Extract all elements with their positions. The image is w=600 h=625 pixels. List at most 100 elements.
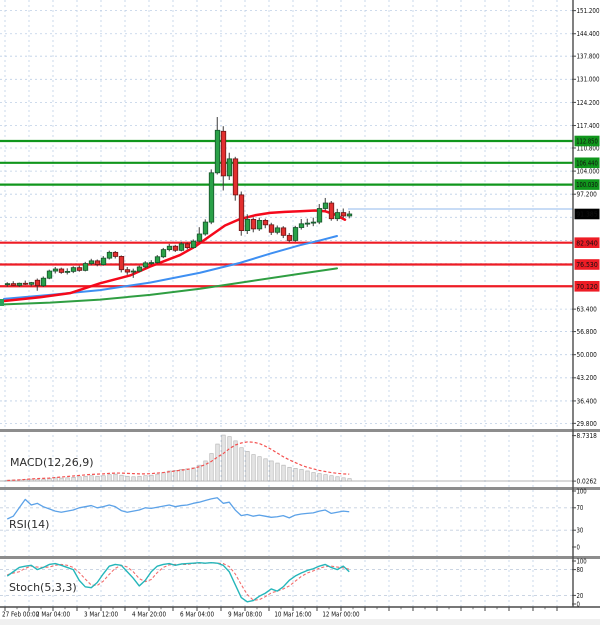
macd-bar xyxy=(215,443,220,482)
support-badge-bg xyxy=(574,259,600,270)
candle-body xyxy=(334,212,341,220)
macd-panel xyxy=(0,434,573,482)
stoch-indicator-label: Stoch(5,3,3) xyxy=(9,581,77,594)
macd-axis-label: 8.7318 xyxy=(577,432,597,440)
macd-signal-line xyxy=(7,441,350,482)
candle-body xyxy=(274,227,281,233)
macd-bar xyxy=(233,440,238,482)
macd-bar xyxy=(29,478,34,482)
macd-bar xyxy=(239,447,244,482)
macd-bar xyxy=(341,477,346,482)
support-badge-text: 82.940 xyxy=(576,239,598,247)
candle-body xyxy=(124,269,131,273)
macd-bar xyxy=(263,458,268,482)
price-tick-label: 63.400 xyxy=(577,306,597,314)
resistance-badge-bg xyxy=(574,157,600,169)
candle-body xyxy=(256,219,263,230)
resistance-badge-text: 112.850 xyxy=(576,138,598,146)
candle-body xyxy=(160,249,167,258)
resistance-badge: 100.030 xyxy=(574,179,600,190)
candle-body xyxy=(196,233,203,242)
current-price-badge-bg xyxy=(574,208,600,220)
macd-bar xyxy=(227,436,232,482)
candle-body xyxy=(100,257,107,265)
candle-body xyxy=(328,202,335,220)
resistance-badge-bg xyxy=(574,135,600,147)
candle-body xyxy=(40,277,47,287)
macd-bar xyxy=(95,475,100,482)
macd-bar xyxy=(65,477,70,482)
candle-body xyxy=(28,282,35,285)
stoch-panel xyxy=(0,562,573,603)
macd-bar xyxy=(131,476,136,482)
candle-body xyxy=(166,245,173,251)
macd-bar xyxy=(347,478,352,482)
rsi-axis-label: 100 xyxy=(577,487,587,495)
candle-body xyxy=(130,270,137,273)
macd-bar xyxy=(311,472,316,482)
time-axis: 27 Feb 00:002 Mar 04:00 3 Mar 12:00 4 Mar … xyxy=(2,607,558,619)
candle-body xyxy=(16,282,23,286)
macd-bar xyxy=(251,454,256,482)
candle-body xyxy=(34,279,41,287)
panel-separator xyxy=(0,487,600,490)
candle-body xyxy=(46,270,53,279)
candle-body xyxy=(250,218,257,230)
time-label: 12 Mar 00:00 xyxy=(322,611,359,619)
resistance-badge: 106.440 xyxy=(574,157,600,169)
macd-bar xyxy=(299,469,304,482)
price-tick-label: 144.400 xyxy=(577,30,600,38)
candle-body xyxy=(316,208,323,223)
macd-bar xyxy=(53,477,58,482)
candle-body xyxy=(58,268,65,273)
price-tick-label: 110.800 xyxy=(577,144,600,152)
macd-bar xyxy=(167,470,172,482)
macd-bar xyxy=(83,475,88,482)
macd-axis-label: 0.0262 xyxy=(577,478,597,486)
macd-bar xyxy=(71,477,76,482)
time-label: 4 Mar 20:00 xyxy=(132,611,166,619)
macd-bar xyxy=(221,434,226,482)
macd-bar xyxy=(89,475,94,482)
price-tick-label: 104.000 xyxy=(577,167,600,175)
candles-layer xyxy=(4,117,353,291)
price-tick-label: 137.800 xyxy=(577,53,600,61)
rsi-axis-label: 0 xyxy=(577,543,580,551)
macd-bar xyxy=(269,460,274,482)
macd-bar xyxy=(23,479,28,482)
candle-body xyxy=(322,202,329,209)
price-tick-label: 43.200 xyxy=(577,374,597,382)
macd-indicator-label: MACD(12,26,9) xyxy=(10,456,94,469)
candle-body xyxy=(106,251,113,259)
price-axis: 151.200 144.400 137.800 131.000 124.200 117.4… xyxy=(572,7,600,608)
candle-body xyxy=(190,240,197,248)
macd-bar xyxy=(149,474,154,482)
candle-body xyxy=(214,129,221,174)
rsi-axis-label: 30 xyxy=(577,527,584,535)
current-price-badge-text: 91.385 xyxy=(576,211,598,219)
candle-body xyxy=(226,158,233,177)
rsi-axis-label: 70 xyxy=(577,504,584,512)
time-label: 9 Mar 08:00 xyxy=(228,611,262,619)
macd-bar xyxy=(245,451,250,482)
candle-body xyxy=(262,219,269,226)
macd-bar xyxy=(329,475,334,482)
candle-body xyxy=(340,212,347,217)
macd-bar xyxy=(317,473,322,482)
rsi-panel xyxy=(0,497,573,531)
macd-bar xyxy=(197,464,202,482)
macd-bar xyxy=(35,479,40,482)
macd-bar xyxy=(275,462,280,482)
macd-bar xyxy=(113,473,118,482)
candle-body xyxy=(238,194,245,231)
price-tick-label: 36.400 xyxy=(577,397,597,405)
macd-bar xyxy=(191,467,196,482)
rsi-indicator-label: RSI(14) xyxy=(9,518,50,531)
candle-body xyxy=(304,222,311,225)
macd-bar xyxy=(125,475,130,482)
candle-body xyxy=(268,224,275,233)
candle-body xyxy=(280,227,287,236)
macd-bar xyxy=(335,476,340,482)
candle-body xyxy=(88,260,95,264)
